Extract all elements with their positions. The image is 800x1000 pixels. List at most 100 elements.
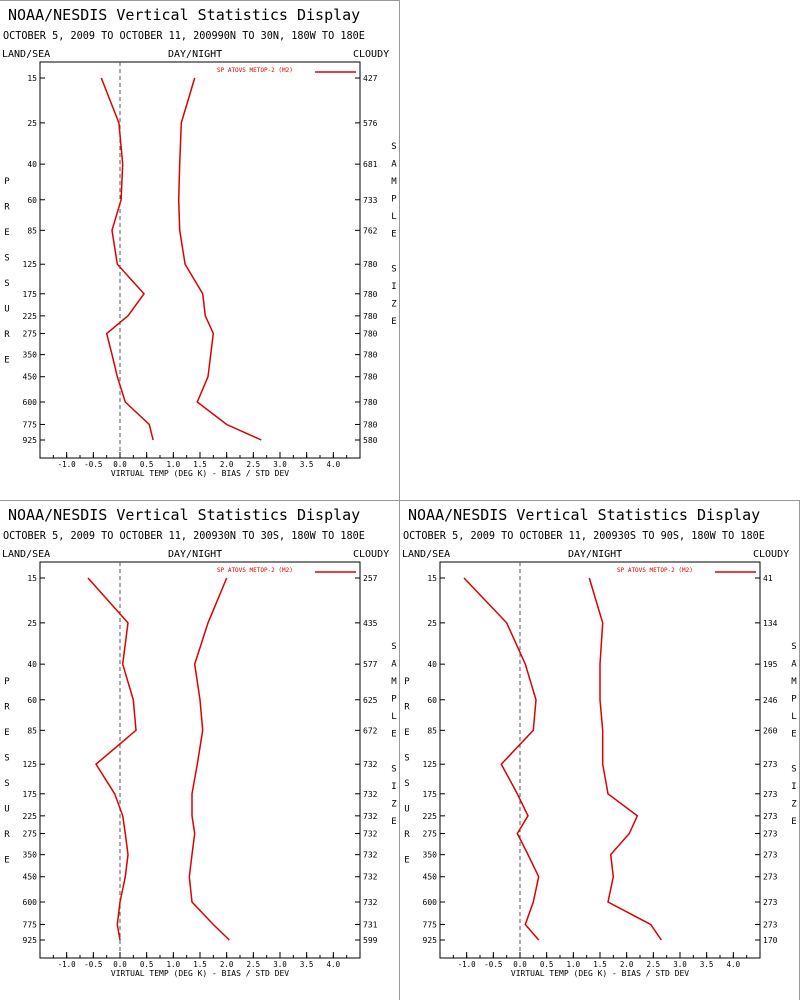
size-axis-letter: S xyxy=(791,642,796,652)
y-axis-letter: U xyxy=(4,805,9,815)
plot-frame xyxy=(39,61,361,459)
pressure-label: 275 xyxy=(23,329,38,338)
pressure-label: 350 xyxy=(23,851,38,860)
sample-size-label: 599 xyxy=(363,936,378,945)
y-axis-letter: R xyxy=(4,203,10,213)
y-axis-letter: R xyxy=(404,830,410,840)
pressure-label: 15 xyxy=(27,74,37,83)
x-tick-label: 3.0 xyxy=(273,960,287,969)
pressure-label: 125 xyxy=(23,760,38,769)
y-axis-letter: S xyxy=(404,754,409,764)
x-tick-label: 4.0 xyxy=(327,960,341,969)
x-tick-label: 2.5 xyxy=(647,960,661,969)
sample-size-label: 780 xyxy=(363,329,378,338)
size-axis-letter: P xyxy=(391,695,397,705)
size-axis-letter: E xyxy=(391,317,396,327)
bias-series-line xyxy=(463,577,540,941)
sample-size-label: 780 xyxy=(363,398,378,407)
x-tick-label: -0.5 xyxy=(484,960,502,969)
empty-panel xyxy=(400,0,800,500)
pressure-label: 40 xyxy=(427,660,437,669)
x-tick-label: 3.0 xyxy=(273,460,287,469)
y-axis-letter: E xyxy=(404,856,409,866)
chart-svg-2: NOAA/NESDIS Vertical Statistics Display O… xyxy=(0,500,400,1000)
x-axis-label: VIRTUAL TEMP (DEG K) - BIAS / STD DEV xyxy=(111,969,289,978)
pressure-label: 25 xyxy=(427,619,437,628)
size-axis-letter: E xyxy=(391,817,396,827)
subtitle: OCTOBER 5, 2009 TO OCTOBER 11, 200930N T… xyxy=(3,531,365,542)
y-axis-letter: R xyxy=(4,330,10,340)
y-axis-letter: P xyxy=(404,677,410,687)
y-axis-letter: S xyxy=(4,754,9,764)
x-tick-label: 0.0 xyxy=(113,960,127,969)
label-day-night: DAY/NIGHT xyxy=(568,549,622,560)
x-tick-label: 3.5 xyxy=(700,960,714,969)
pressure-label: 40 xyxy=(27,660,37,669)
x-tick-label: 1.5 xyxy=(193,460,207,469)
sample-size-label: 732 xyxy=(363,829,378,838)
pressure-label: 125 xyxy=(423,760,438,769)
pressure-label: 775 xyxy=(23,420,38,429)
size-axis-letter: P xyxy=(391,195,397,205)
pressure-label: 600 xyxy=(23,398,38,407)
pressure-label: 275 xyxy=(423,829,438,838)
sample-size-label: 577 xyxy=(363,660,378,669)
size-axis-letter: M xyxy=(391,677,397,687)
size-axis-letter: S xyxy=(391,642,396,652)
panel-3: NOAA/NESDIS Vertical Statistics Display O… xyxy=(400,500,800,1000)
size-axis-letter: A xyxy=(791,660,797,670)
x-tick-label: 2.0 xyxy=(220,460,234,469)
y-axis-letter: R xyxy=(4,830,10,840)
label-cloudy: CLOUDY xyxy=(753,549,789,560)
sample-size-label: 257 xyxy=(363,574,378,583)
sample-size-label: 580 xyxy=(363,436,378,445)
sample-size-label: 731 xyxy=(363,920,378,929)
pressure-label: 15 xyxy=(427,574,437,583)
x-tick-label: 2.0 xyxy=(220,960,234,969)
sample-size-label: 246 xyxy=(763,696,778,705)
size-axis-letter: Z xyxy=(791,800,797,810)
x-tick-label: 1.5 xyxy=(593,960,607,969)
x-tick-label: 3.0 xyxy=(673,960,687,969)
sample-size-label: 780 xyxy=(363,290,378,299)
size-axis-letter: S xyxy=(391,142,396,152)
sample-size-label: 681 xyxy=(363,160,378,169)
sample-size-label: 732 xyxy=(363,898,378,907)
size-axis-letter: L xyxy=(391,712,396,722)
x-axis-label: VIRTUAL TEMP (DEG K) - BIAS / STD DEV xyxy=(511,969,689,978)
pressure-label: 600 xyxy=(423,898,438,907)
pressure-label: 925 xyxy=(423,936,438,945)
pressure-label: 40 xyxy=(27,160,37,169)
pressure-label: 450 xyxy=(23,373,38,382)
sample-size-label: 780 xyxy=(363,312,378,321)
y-axis-letter: P xyxy=(4,177,10,187)
pressure-label: 600 xyxy=(23,898,38,907)
y-axis-letter: E xyxy=(404,728,409,738)
x-tick-label: 1.0 xyxy=(567,960,581,969)
x-axis-label: VIRTUAL TEMP (DEG K) - BIAS / STD DEV xyxy=(111,469,289,478)
sample-size-label: 780 xyxy=(363,351,378,360)
x-tick-label: 0.5 xyxy=(140,460,154,469)
pressure-label: 60 xyxy=(427,696,437,705)
sample-size-label: 672 xyxy=(363,726,378,735)
size-axis-letter: M xyxy=(791,677,797,687)
sample-size-label: 732 xyxy=(363,812,378,821)
y-axis-letter: S xyxy=(404,779,409,789)
size-axis-letter: I xyxy=(391,782,396,792)
header-title: NOAA/NESDIS Vertical Statistics Display xyxy=(8,6,360,24)
y-axis-letter: E xyxy=(4,228,9,238)
panel-2: NOAA/NESDIS Vertical Statistics Display O… xyxy=(0,500,400,1000)
x-tick-label: -1.0 xyxy=(58,460,77,469)
pressure-label: 225 xyxy=(23,812,38,821)
y-axis-letter: U xyxy=(404,805,409,815)
legend-label: SP ATOVS METOP-2 (M2) xyxy=(217,567,293,574)
subtitle: OCTOBER 5, 2009 TO OCTOBER 11, 200930S T… xyxy=(403,531,765,542)
sample-size-label: 273 xyxy=(763,851,778,860)
size-axis-letter: Z xyxy=(391,800,397,810)
plot-frame xyxy=(439,561,761,959)
size-axis-letter: E xyxy=(391,730,396,740)
stddev-series-line xyxy=(177,77,262,441)
sample-size-label: 195 xyxy=(763,660,778,669)
x-tick-label: 2.5 xyxy=(247,960,261,969)
sample-size-label: 273 xyxy=(763,760,778,769)
